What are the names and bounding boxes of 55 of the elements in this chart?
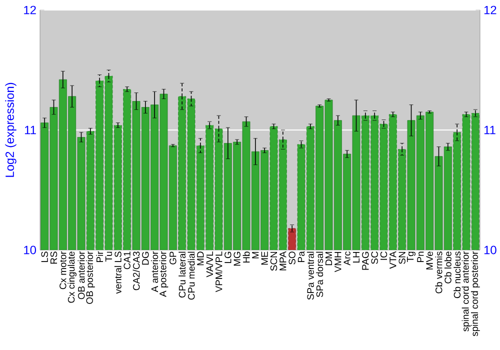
x-tick-label: VA/VL (206, 252, 214, 278)
y-tick-label: 12 (24, 6, 36, 14)
y2-tick-label: 11 (484, 126, 496, 134)
x-tick-label: GP (170, 252, 176, 264)
x-tick-label: IC (380, 252, 388, 260)
x-tick-label: Cb vermis (435, 252, 442, 294)
x-tick-label: Cx motor (60, 251, 66, 290)
x-tick-label: A anterior (151, 251, 158, 292)
x-tick-label: LG (224, 252, 232, 264)
x-tick-label: Cx cingulate (68, 252, 76, 303)
x-tick-label: SC (371, 252, 378, 264)
x-tick-label: MVe (426, 252, 433, 270)
x-tick-label: LS (41, 252, 48, 262)
x-tick-label: Cb lobe (444, 252, 452, 284)
x-tick-label: VMH (334, 252, 342, 272)
x-tick-label: SPa dorsal (316, 252, 324, 298)
x-tick-label: OB anterior (78, 251, 85, 300)
x-tick-label: MD (197, 252, 204, 266)
x-tick-label: PAG (362, 252, 369, 270)
x-tick-label: Pa (298, 251, 305, 262)
x-tick-label: MG (234, 252, 240, 266)
x-tick-label: Tu (105, 252, 112, 262)
x-tick-label: SO (288, 252, 296, 264)
x-tick-label: Cb nucleus (454, 252, 461, 298)
x-tick-label: OB posterior (86, 251, 95, 304)
y2-tick-label: 10 (484, 246, 496, 254)
x-tick-label: CA2/CA3 (132, 252, 140, 290)
x-tick-label: Pn (417, 252, 424, 262)
x-tick-label: LH (352, 252, 360, 263)
x-tick-label: MPA (280, 251, 286, 270)
x-tick-label: CA1 (124, 252, 130, 270)
x-tick-label: Pir (96, 251, 104, 262)
x-tick-label: Arc (344, 251, 350, 266)
x-tick-label: Hb (242, 252, 250, 263)
x-tick-label: DG (142, 252, 149, 265)
x-tick-label: Tg (407, 252, 416, 262)
y2-tick-label: 12 (484, 6, 496, 14)
x-tick-label: M (252, 252, 259, 258)
x-tick-label: CPu lateral (178, 252, 186, 298)
x-tick-label: CPu medial (188, 252, 195, 300)
x-tick-label: SPa ventral (306, 252, 314, 300)
x-tick-label: A posterior (159, 251, 168, 297)
x-tick-label: ME (261, 252, 268, 265)
x-tick-label: SN (398, 252, 406, 264)
x-tick-label: DM (325, 252, 332, 266)
y-tick-label: 10 (24, 246, 36, 254)
x-tick-label: VPM/VPL (215, 252, 222, 292)
x-tick-label: spinal cord posterior (471, 251, 480, 336)
x-tick-label: VTA (390, 251, 396, 269)
y-tick-label: 11 (24, 126, 36, 134)
x-tick-label: ventral LS (114, 252, 122, 294)
x-tick-label: spinal cord anterior (462, 251, 471, 332)
y-axis-title: Log2 (expression) (5, 82, 16, 177)
x-tick-label: RS (50, 252, 58, 264)
x-tick-label: SCN (270, 252, 278, 271)
